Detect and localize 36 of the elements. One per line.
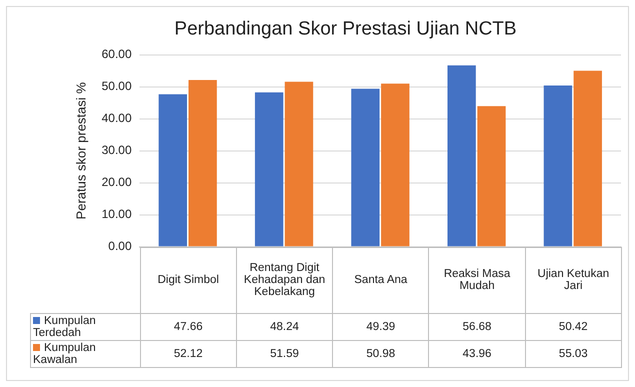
data-label: 48.24 (236, 313, 333, 340)
bar (447, 65, 476, 246)
data-label: 50.42 (525, 313, 622, 340)
data-label: 50.98 (332, 340, 429, 368)
data-label: 49.39 (332, 313, 429, 340)
data-label: 55.03 (525, 340, 622, 368)
bar (188, 80, 217, 246)
y-tick-label: 50.00 (102, 79, 132, 94)
data-label: 52.12 (140, 340, 236, 368)
data-label: 51.59 (236, 340, 333, 368)
x-tick-label: Reaksi Masa Mudah (428, 247, 526, 314)
legend-label: Kumpulan Kawalan (33, 342, 96, 366)
bar (284, 82, 314, 246)
y-tick-label: 60.00 (102, 47, 132, 62)
bar (381, 84, 410, 246)
bar (477, 106, 506, 246)
x-tick-label: Digit Simbol (140, 247, 236, 314)
bar (254, 92, 284, 246)
y-tick-label: 0.00 (108, 239, 132, 254)
data-label: 43.96 (428, 340, 526, 368)
y-tick-label: 40.00 (102, 111, 132, 126)
legend-label: Kumpulan Terdedah (33, 314, 96, 339)
bar (544, 85, 572, 246)
x-tick-label: Rentang Digit Kehadapan dan Kebelakang (236, 247, 333, 314)
data-label: 47.66 (140, 313, 236, 340)
bar (158, 94, 188, 246)
y-axis-title: Peratus skor prestasi % (73, 82, 88, 220)
bar (351, 88, 380, 246)
y-tick-label: 10.00 (102, 207, 132, 222)
data-label: 56.68 (428, 313, 526, 340)
y-tick-label: 20.00 (102, 175, 132, 190)
bar (574, 70, 602, 246)
chart-title: Perbandingan Skor Prestasi Ujian NCTB (174, 18, 517, 40)
x-tick-label: Ujian Ketukan Jari (525, 247, 622, 314)
y-tick-label: 30.00 (102, 143, 132, 158)
x-tick-label: Santa Ana (332, 247, 429, 314)
